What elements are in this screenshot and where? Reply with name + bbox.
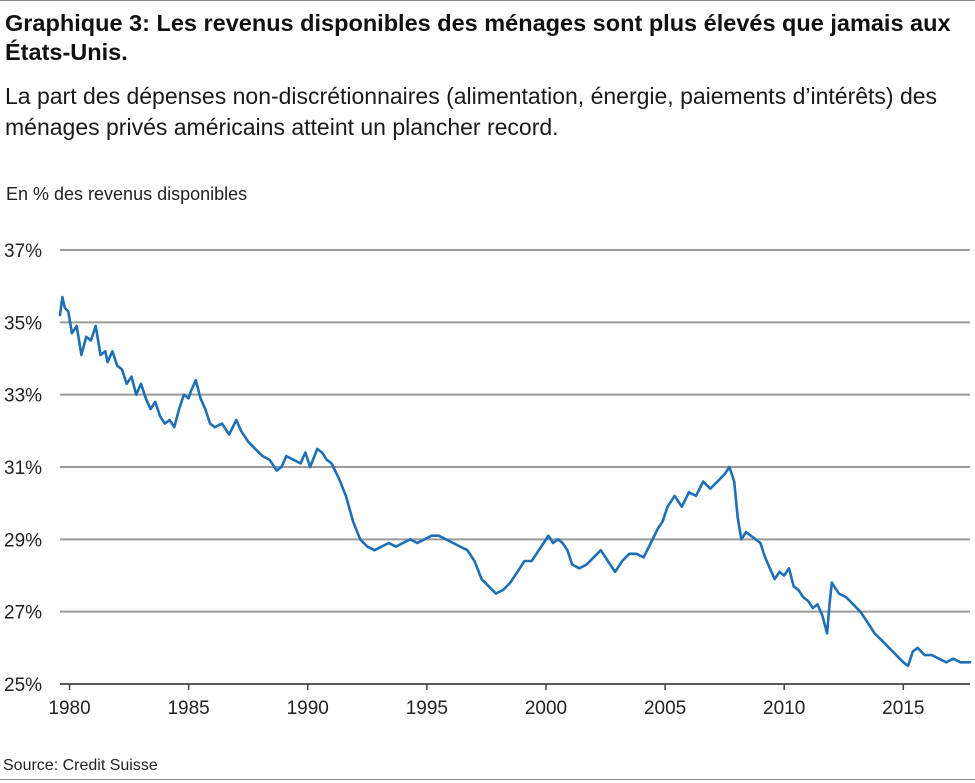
y-axis-label: En % des revenus disponibles bbox=[6, 184, 248, 204]
chart-subtitle: La part des dépenses non-discrétionnaire… bbox=[5, 83, 938, 140]
top-rule bbox=[0, 0, 975, 1]
x-tick-label-2015: 2015 bbox=[882, 698, 924, 719]
series-layer bbox=[58, 295, 972, 668]
source-note: Source: Credit Suisse bbox=[3, 757, 158, 774]
y-tick-label-27: 27% bbox=[4, 603, 42, 624]
x-tick-label-2000: 2000 bbox=[525, 698, 567, 719]
y-tick-label-31: 31% bbox=[4, 458, 42, 479]
y-tick-labels: 25% 27% 29% 31% 33% 35% 37% bbox=[4, 241, 42, 696]
chart-title: Graphique 3: Les revenus disponibles des… bbox=[5, 10, 951, 65]
y-tick-label-25: 25% bbox=[4, 675, 42, 696]
y-tick-label-37: 37% bbox=[4, 241, 42, 262]
y-tick-label-33: 33% bbox=[4, 386, 42, 407]
x-tick-label-1985: 1985 bbox=[167, 698, 209, 719]
grid-lines bbox=[60, 249, 970, 685]
y-tick-label-35: 35% bbox=[4, 313, 42, 334]
x-tick-label-2005: 2005 bbox=[644, 698, 686, 719]
x-tick-label-1995: 1995 bbox=[406, 698, 448, 719]
bottom-rule bbox=[0, 779, 975, 780]
series-line-0 bbox=[58, 295, 972, 668]
y-tick-label-29: 29% bbox=[4, 530, 42, 551]
x-tick-label-2010: 2010 bbox=[763, 698, 805, 719]
x-tick-label-1980: 1980 bbox=[48, 698, 90, 719]
x-axis: 1980 1985 1990 1995 2000 2005 2010 2015 bbox=[48, 683, 970, 719]
x-tick-label-1990: 1990 bbox=[287, 698, 329, 719]
line-chart: 25% 27% 29% 31% 33% 35% 37% 1980 1985 1990 1995 20… bbox=[4, 241, 972, 719]
